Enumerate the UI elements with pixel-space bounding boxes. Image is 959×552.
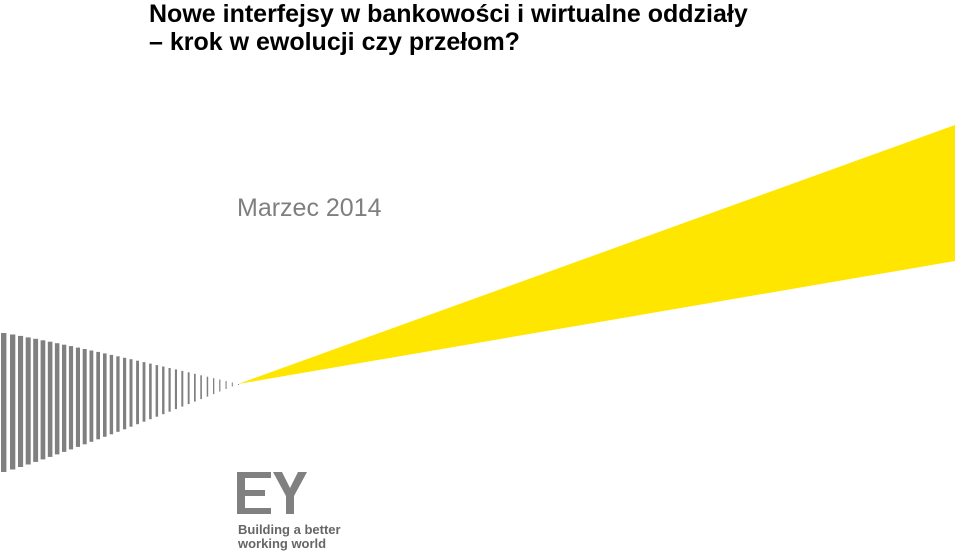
stripe [25,337,31,465]
stripe [162,366,165,415]
stripe [123,357,127,430]
stripe [174,369,177,410]
stripe [54,343,60,455]
stripe [194,373,196,402]
stripe [82,349,87,445]
stripe [18,335,24,467]
stripe [103,353,107,437]
stripe [1,333,7,472]
stripe [200,375,202,400]
stripe [149,363,152,420]
tagline-line-1: Building a better [238,522,341,537]
tagline-line-2: working world [238,536,327,551]
stripe [33,338,39,462]
stripe [238,384,239,385]
stripe [231,382,233,387]
stripe [10,334,16,470]
title-line-2: – krok w ewolucji czy przełom? [149,28,520,56]
stripe [109,354,114,435]
stripe [68,346,74,450]
gray-stripes [1,333,239,472]
stripe [155,365,159,417]
stripe [225,381,227,389]
stripe [181,370,184,407]
stripe [116,356,120,432]
stripe [187,372,190,405]
stripe [40,340,46,460]
ey-tagline: Building a better working world [238,523,341,551]
stripe [89,350,94,442]
stripe [62,344,67,452]
stripe [75,347,80,447]
stripe [96,351,100,440]
stripe [219,379,221,392]
slide-title: Nowe interfejsy w bankowości i wirtualne… [149,0,748,56]
stripe [206,376,209,397]
yellow-beam [238,125,955,384]
stripe [136,360,139,425]
title-line-1: Nowe interfejsy w bankowości i wirtualne… [149,0,748,28]
ey-logo-icon [237,472,307,514]
stripe [142,362,146,422]
stripe [213,378,215,395]
stripe [129,359,133,427]
slide-date: Marzec 2014 [237,194,382,222]
stripe [47,341,53,457]
stripe [168,368,171,412]
